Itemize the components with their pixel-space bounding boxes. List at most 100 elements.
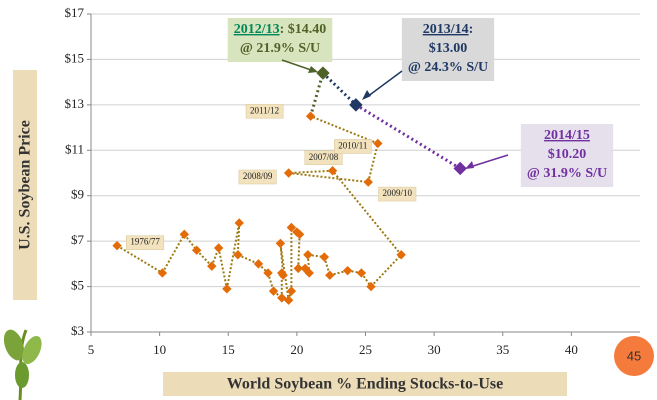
point-label: 2011/12	[245, 103, 284, 119]
point-label: 1976/77	[126, 235, 165, 250]
data-point	[356, 268, 367, 278]
connector	[310, 115, 379, 145]
point-label-bg	[238, 169, 277, 185]
x-tick-label: 15	[222, 342, 235, 357]
connector	[225, 222, 241, 290]
point-label-text: 2010/11	[338, 141, 367, 151]
connector	[355, 103, 461, 170]
data-point	[112, 240, 122, 251]
data-point	[233, 250, 243, 260]
annotation-line: @ 31.9% S/U	[527, 166, 607, 181]
data-point	[363, 177, 373, 187]
y-tick-label: $11	[65, 141, 84, 156]
x-tick-label: 30	[428, 342, 441, 357]
data-point	[263, 268, 273, 278]
grid	[87, 13, 640, 336]
y-label-bg	[13, 70, 37, 300]
y-tick-label: $3	[71, 323, 84, 338]
connector	[297, 234, 301, 269]
connector	[306, 254, 311, 274]
data-point	[316, 66, 330, 80]
annotation-year: 2014/15	[544, 128, 590, 143]
point-label-bg	[334, 139, 372, 154]
point-label-bg	[304, 150, 343, 165]
data-point	[305, 111, 316, 121]
connector	[267, 272, 275, 292]
connector	[288, 169, 333, 174]
point-label-text: 2008/09	[243, 171, 273, 181]
data-point	[222, 284, 232, 294]
annotation-line: $13.00	[429, 41, 468, 56]
annotation-bg	[401, 18, 495, 81]
connector	[309, 72, 325, 117]
annotation: 2012/13: $14.40 @ 21.9% S/U	[227, 18, 333, 62]
y-tick-label: $5	[71, 278, 84, 293]
data-point	[453, 161, 467, 176]
y-tick-label: $17	[65, 5, 85, 20]
annotation-head: 2012/13: $14.40	[234, 22, 327, 37]
annotation-year: 2013/14	[423, 22, 469, 37]
connector	[329, 269, 348, 277]
data-point	[234, 218, 244, 228]
annotation-bg	[227, 18, 333, 62]
point-label-text: 1976/77	[130, 237, 160, 247]
connectors	[116, 71, 461, 301]
annotation-line: $10.20	[548, 147, 587, 162]
data-point	[349, 98, 363, 112]
data-point	[286, 286, 297, 296]
annotation-head: 2013/14:	[423, 22, 474, 37]
page-number-badge	[614, 336, 654, 376]
x-tick-label: 35	[496, 342, 509, 357]
annotation-line: @ 24.3% S/U	[408, 60, 488, 75]
point-label-text: 2009/10	[382, 188, 412, 198]
data-point	[277, 293, 287, 303]
data-point	[366, 281, 376, 292]
y-axis-label: U.S. Soybean Price	[17, 120, 34, 250]
point-label-text: 2007/08	[309, 152, 339, 162]
data-point	[396, 250, 406, 260]
annotation: 2013/14:$13.00@ 24.3% S/U	[401, 18, 495, 81]
data-point	[179, 229, 190, 240]
point-label: 2009/10	[378, 186, 417, 202]
point-label: 2007/08	[304, 150, 343, 165]
x-tick-label: 40	[565, 342, 578, 357]
point-label-bg	[378, 186, 417, 202]
data-point	[157, 268, 168, 278]
data-point	[319, 252, 330, 262]
x-tick-label: 25	[359, 342, 372, 357]
annotation-line: @ 21.9% S/U	[240, 41, 320, 56]
connector	[370, 254, 402, 288]
soybean-icon	[3, 329, 42, 400]
x-tick-label: 20	[290, 342, 303, 357]
data-point	[293, 263, 303, 274]
connector	[236, 222, 241, 255]
data-point	[325, 270, 335, 280]
annotation-year: 2012/13	[234, 22, 280, 37]
data-point	[191, 245, 202, 255]
arrows	[281, 59, 509, 169]
page-number: 45	[627, 348, 641, 363]
data-point	[278, 270, 288, 280]
connector	[116, 244, 163, 274]
point-label-text: 2011/12	[250, 105, 279, 115]
data-point	[373, 138, 383, 149]
annotation-head: 2014/15	[544, 128, 590, 143]
data-point	[286, 222, 297, 233]
x-label-bg	[163, 372, 567, 396]
annotation-suffix: : $14.40	[280, 22, 327, 37]
y-tick-label: $7	[71, 232, 85, 247]
data-point	[303, 250, 313, 260]
point-label: 2010/11	[334, 139, 372, 154]
annotation-suffix: :	[469, 22, 474, 37]
x-tick-label: 10	[153, 342, 166, 357]
data-point	[268, 286, 279, 296]
data-point	[283, 295, 294, 305]
data-point	[327, 166, 338, 176]
y-tick-label: $9	[71, 187, 84, 202]
connector	[217, 247, 228, 290]
x-axis-label: World Soybean % Ending Stocks-to-Use	[227, 376, 504, 393]
data-point	[213, 243, 224, 253]
annotation: 2014/15 $10.20 @ 31.9% S/U	[520, 124, 614, 187]
data-point	[294, 229, 305, 240]
